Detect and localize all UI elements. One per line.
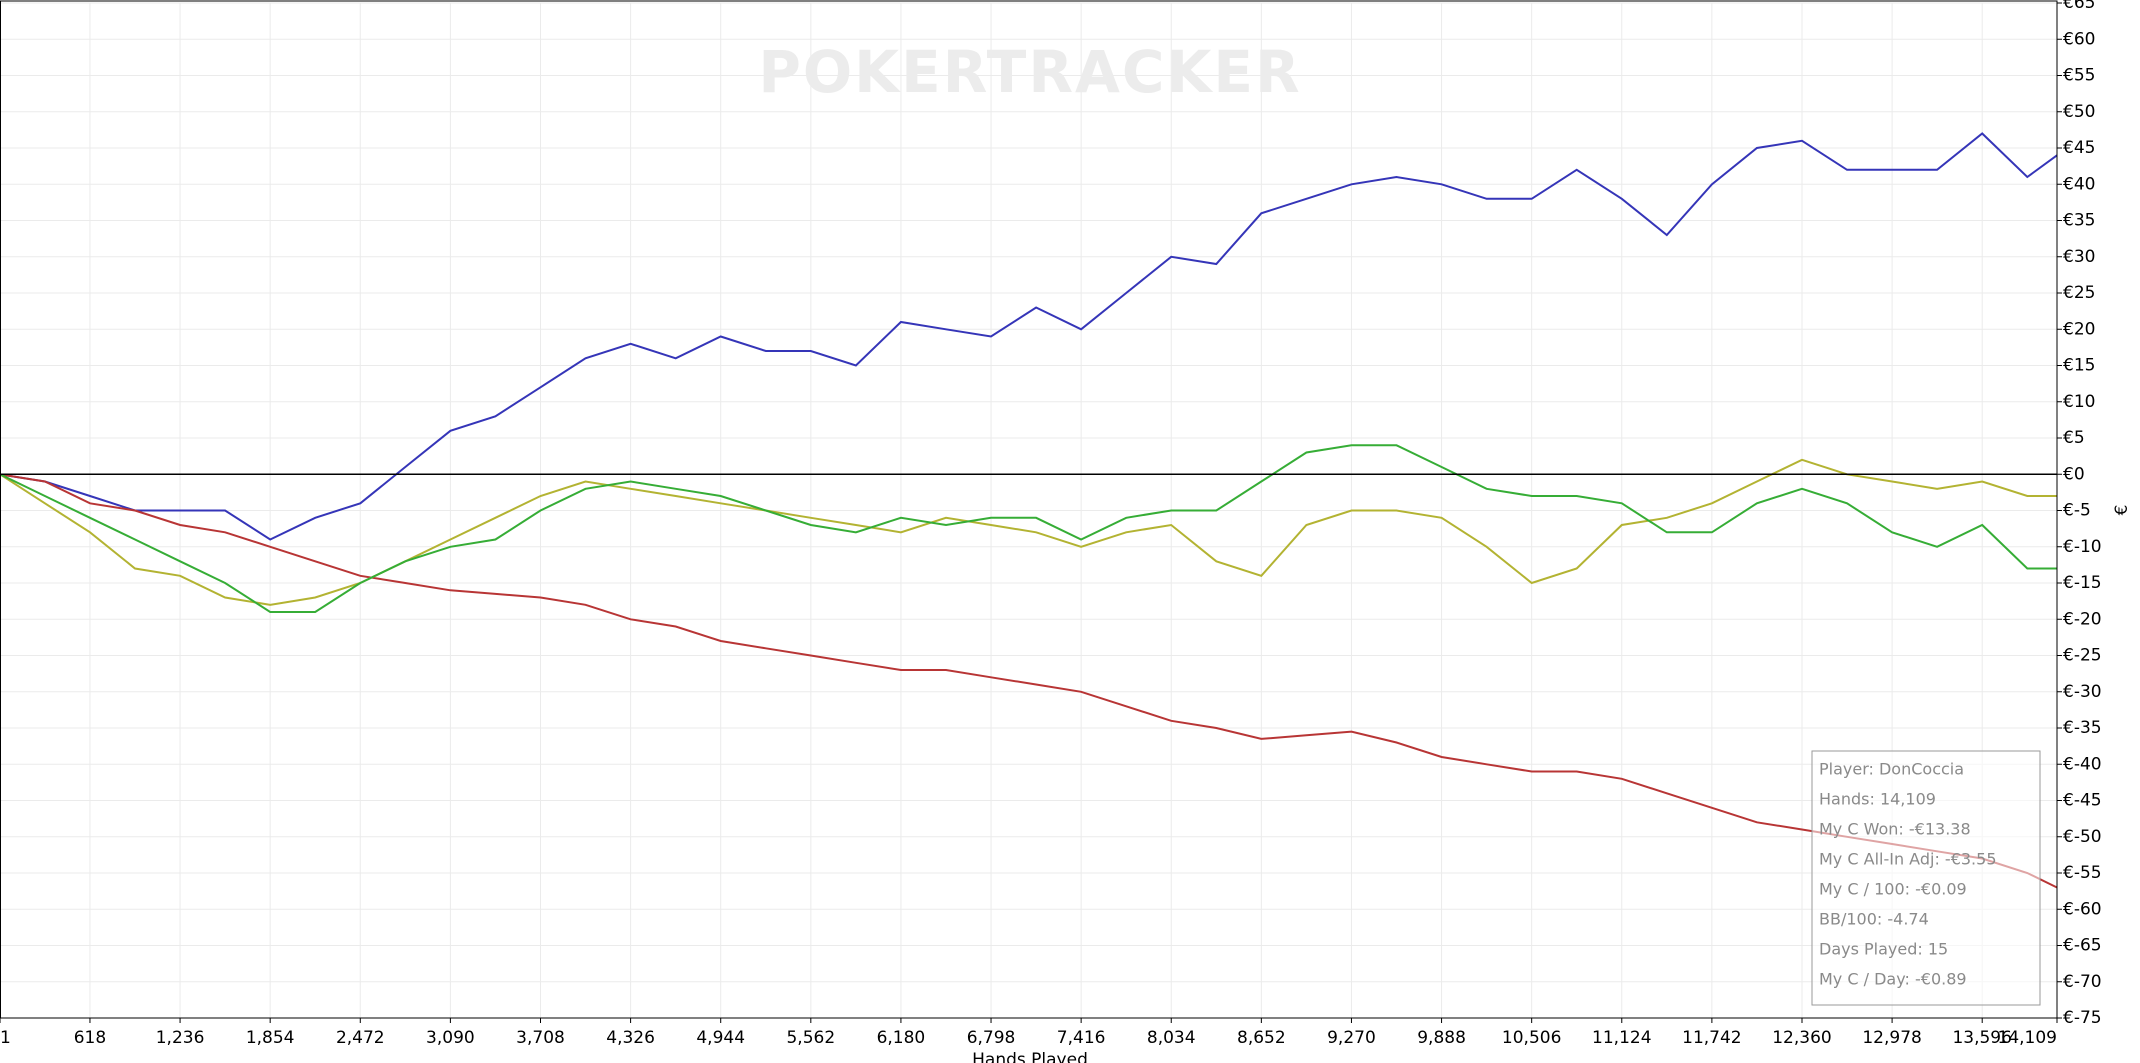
y-tick-label: €10 <box>2063 392 2095 412</box>
y-tick-label: €-70 <box>2063 972 2102 992</box>
y-tick-label: €30 <box>2063 247 2095 267</box>
info-line: Days Played: 15 <box>1819 940 1948 959</box>
x-tick-label: 6,180 <box>877 1028 926 1048</box>
y-tick-label: €-5 <box>2063 501 2091 521</box>
info-box <box>1811 750 2041 1006</box>
y-tick-label: €65 <box>2063 0 2095 13</box>
x-tick-label: 5,562 <box>786 1028 835 1048</box>
watermark: POKERTRACKER <box>758 38 1301 106</box>
x-tick-label: 1 <box>0 1028 11 1048</box>
plot-frame <box>0 0 2058 1019</box>
series-line <box>0 458 2057 606</box>
x-tick-label: 6,798 <box>967 1028 1016 1048</box>
x-tick-label: 10,506 <box>1502 1028 1561 1048</box>
x-tick-label: 8,034 <box>1147 1028 1196 1048</box>
x-tick-label: 1,236 <box>156 1028 205 1048</box>
y-tick-label: €-75 <box>2063 1008 2102 1028</box>
y-tick-label: €20 <box>2063 319 2095 339</box>
y-tick-label: €-10 <box>2063 537 2102 557</box>
y-tick-label: €35 <box>2063 211 2095 231</box>
x-tick-label: 14,109 <box>1998 1028 2057 1048</box>
info-line: My C All-In Adj: -€3.55 <box>1819 850 1997 869</box>
y-tick-label: €15 <box>2063 356 2095 376</box>
x-tick-label: 9,270 <box>1327 1028 1376 1048</box>
y-tick-label: €5 <box>2063 428 2085 448</box>
y-tick-label: €40 <box>2063 174 2095 194</box>
y-axis-label: € <box>2112 505 2132 516</box>
x-tick-label: 9,888 <box>1417 1028 1466 1048</box>
y-tick-label: €0 <box>2063 464 2085 484</box>
x-tick-label: 4,944 <box>696 1028 745 1048</box>
x-tick-label: 12,978 <box>1862 1028 1921 1048</box>
series-line <box>0 473 2058 889</box>
x-tick-label: 7,416 <box>1057 1028 1106 1048</box>
y-tick-label: €55 <box>2063 66 2095 86</box>
grid <box>0 2 2058 1019</box>
y-tick-label: €45 <box>2063 138 2095 158</box>
series-line <box>0 132 2058 541</box>
y-tick-label: €-45 <box>2063 791 2102 811</box>
info-line: My C / Day: -€0.89 <box>1819 970 1967 989</box>
y-tick-label: €50 <box>2063 102 2095 122</box>
x-tick-label: 11,124 <box>1592 1028 1651 1048</box>
x-tick-label: 2,472 <box>336 1028 385 1048</box>
info-line: Hands: 14,109 <box>1819 790 1936 809</box>
x-axis-label: Hands Played <box>972 1050 1088 1063</box>
x-tick-label: 11,742 <box>1682 1028 1741 1048</box>
series-line <box>0 444 2057 613</box>
y-tick-label: €-55 <box>2063 863 2102 883</box>
info-line: BB/100: -4.74 <box>1819 910 1929 929</box>
y-tick-label: €25 <box>2063 283 2095 303</box>
y-tick-label: €-50 <box>2063 827 2102 847</box>
y-tick-label: €-25 <box>2063 646 2102 666</box>
x-tick-label: 8,652 <box>1237 1028 1286 1048</box>
info-line: My C / 100: -€0.09 <box>1819 880 1967 899</box>
y-tick-label: €-30 <box>2063 682 2102 702</box>
x-tick-label: 13,596 <box>1952 1028 2011 1048</box>
x-tick-label: 3,090 <box>426 1028 475 1048</box>
y-tick-label: €-35 <box>2063 718 2102 738</box>
x-tick-label: 618 <box>74 1028 106 1048</box>
x-tick-label: 3,708 <box>516 1028 565 1048</box>
y-tick-label: €-20 <box>2063 609 2102 629</box>
y-tick-label: €-65 <box>2063 936 2102 956</box>
y-tick-label: €-40 <box>2063 754 2102 774</box>
lines <box>0 132 2058 889</box>
info-line: My C Won: -€13.38 <box>1819 820 1971 839</box>
y-tick-label: €-60 <box>2063 899 2102 919</box>
y-tick-label: €-15 <box>2063 573 2102 593</box>
info-line: Player: DonCoccia <box>1819 760 1964 779</box>
y-tick-label: €60 <box>2063 29 2095 49</box>
x-tick-label: 4,326 <box>606 1028 655 1048</box>
x-tick-label: 1,854 <box>246 1028 295 1048</box>
x-tick-label: 12,360 <box>1772 1028 1831 1048</box>
